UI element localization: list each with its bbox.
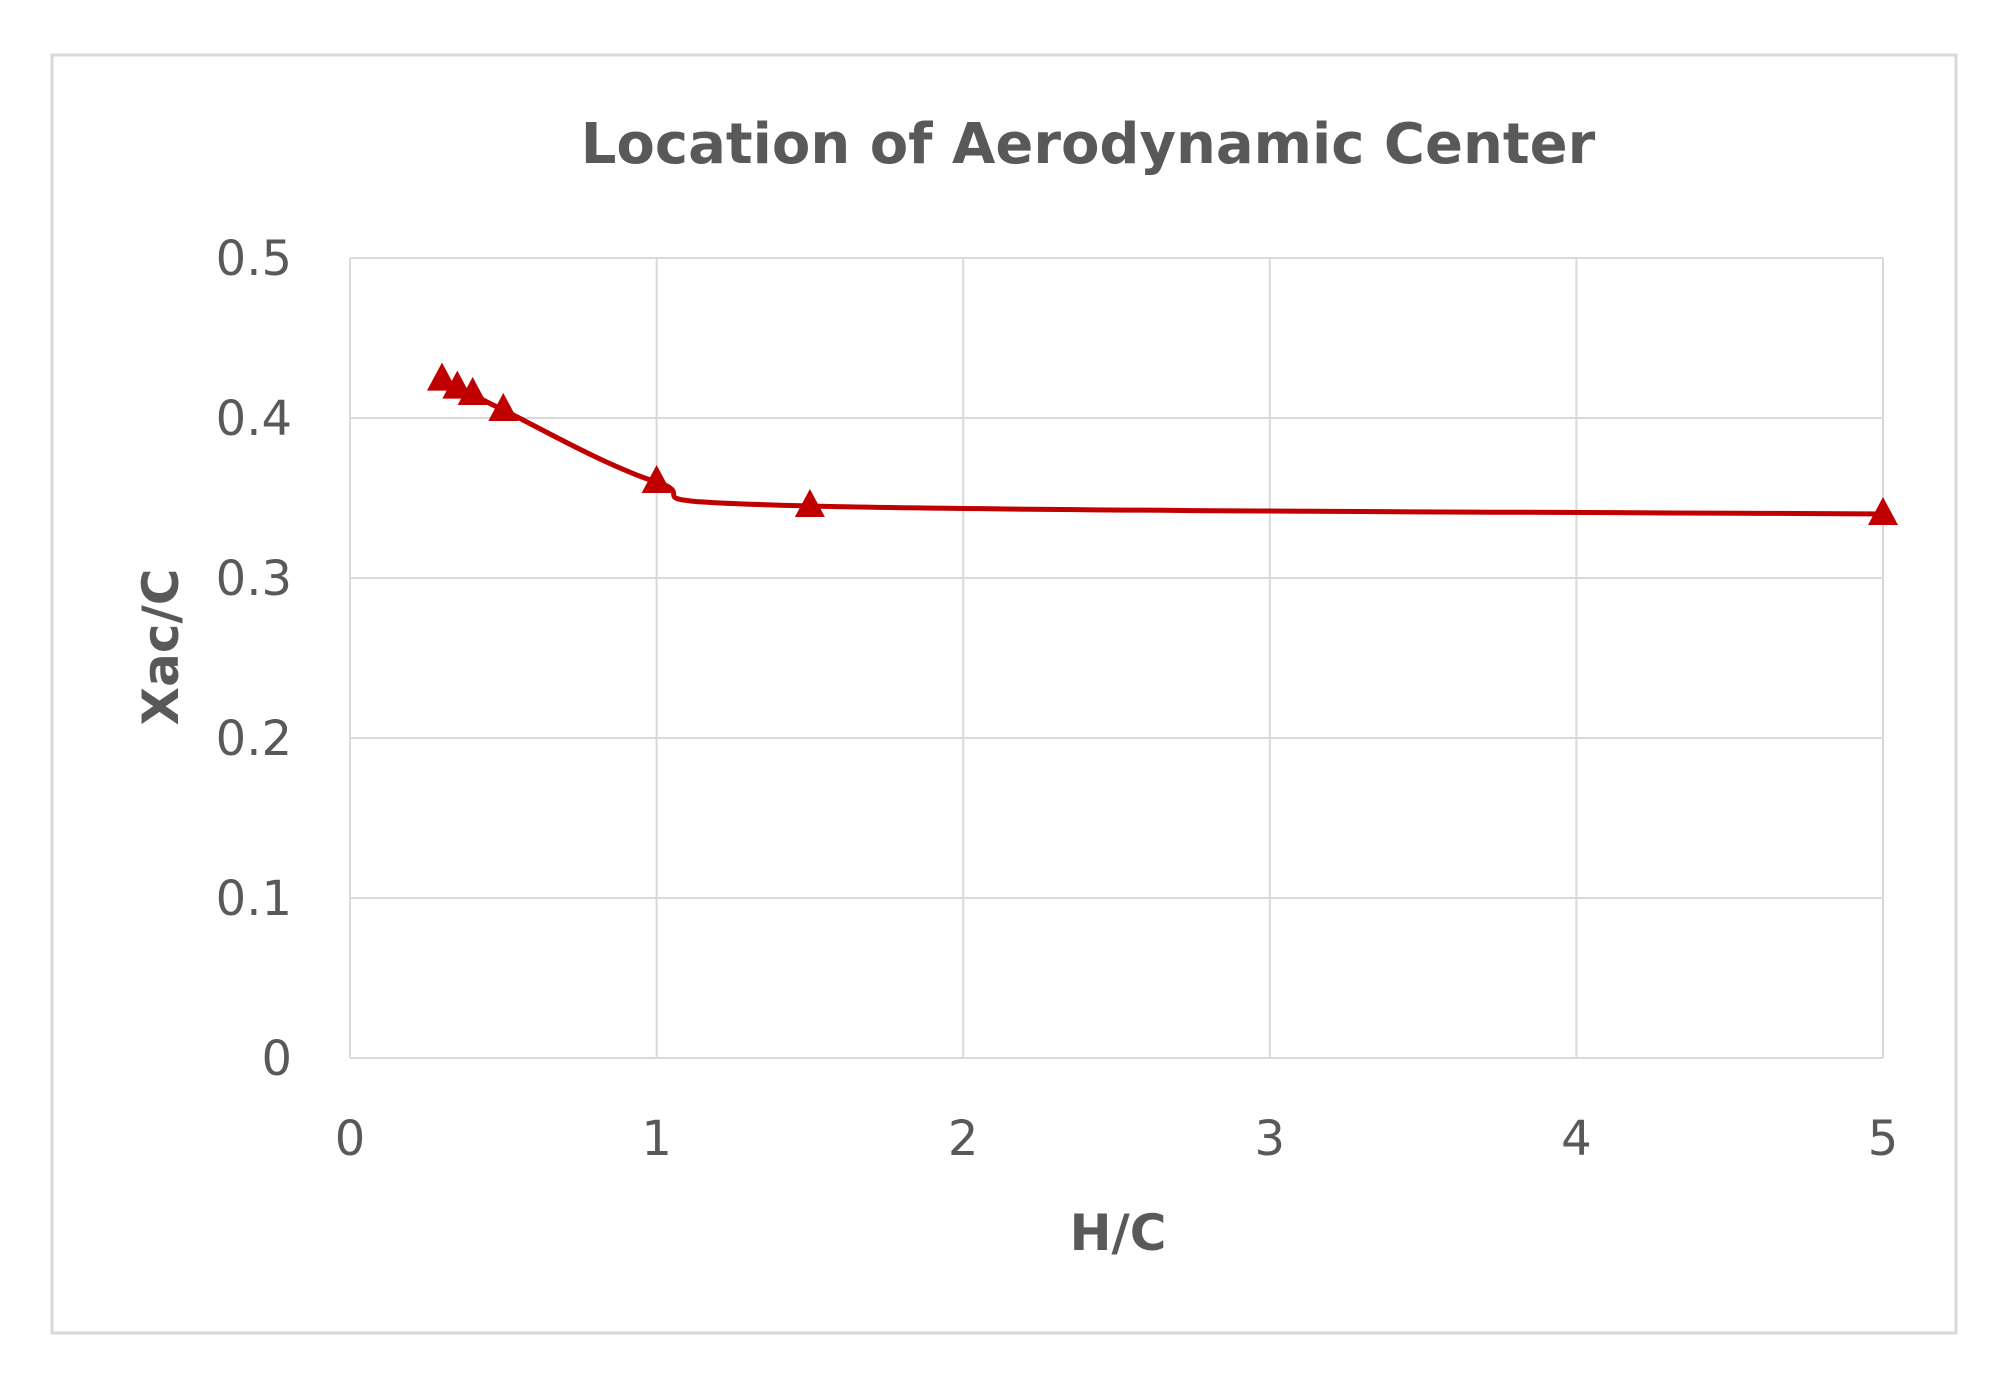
y-tick-label: 0 [261,1031,292,1087]
data-point-marker [641,465,672,493]
x-tick-label: 0 [335,1111,366,1167]
data-point-marker [488,393,519,421]
data-point-marker [426,362,457,391]
chart-border [50,53,1958,1335]
data-point-marker [794,489,825,517]
data-point-marker [442,370,473,399]
data-point-marker [457,377,488,405]
x-axis-label: H/C [1070,1204,1167,1262]
grid [349,257,1884,1059]
y-tick-label: 0.1 [216,871,292,927]
x-tick-label: 5 [1868,1111,1899,1167]
y-tick-label: 0.4 [216,391,292,447]
y-tick-label: 0.5 [216,231,292,287]
x-tick-label: 3 [1255,1111,1286,1167]
tick-labels: 0 0.1 0.2 0.3 0.4 0.5 0 1 2 3 4 5 [216,231,1899,1167]
x-tick-label: 2 [948,1111,979,1167]
y-axis-label: Xac/C [132,569,190,726]
x-tick-label: 4 [1561,1111,1592,1167]
series-layer [426,362,1898,525]
y-tick-label: 0.3 [216,551,292,607]
y-tick-label: 0.2 [216,711,292,767]
data-point-marker [1868,497,1898,525]
chart-title: Location of Aerodynamic Center [581,112,1596,177]
x-tick-label: 1 [641,1111,672,1167]
